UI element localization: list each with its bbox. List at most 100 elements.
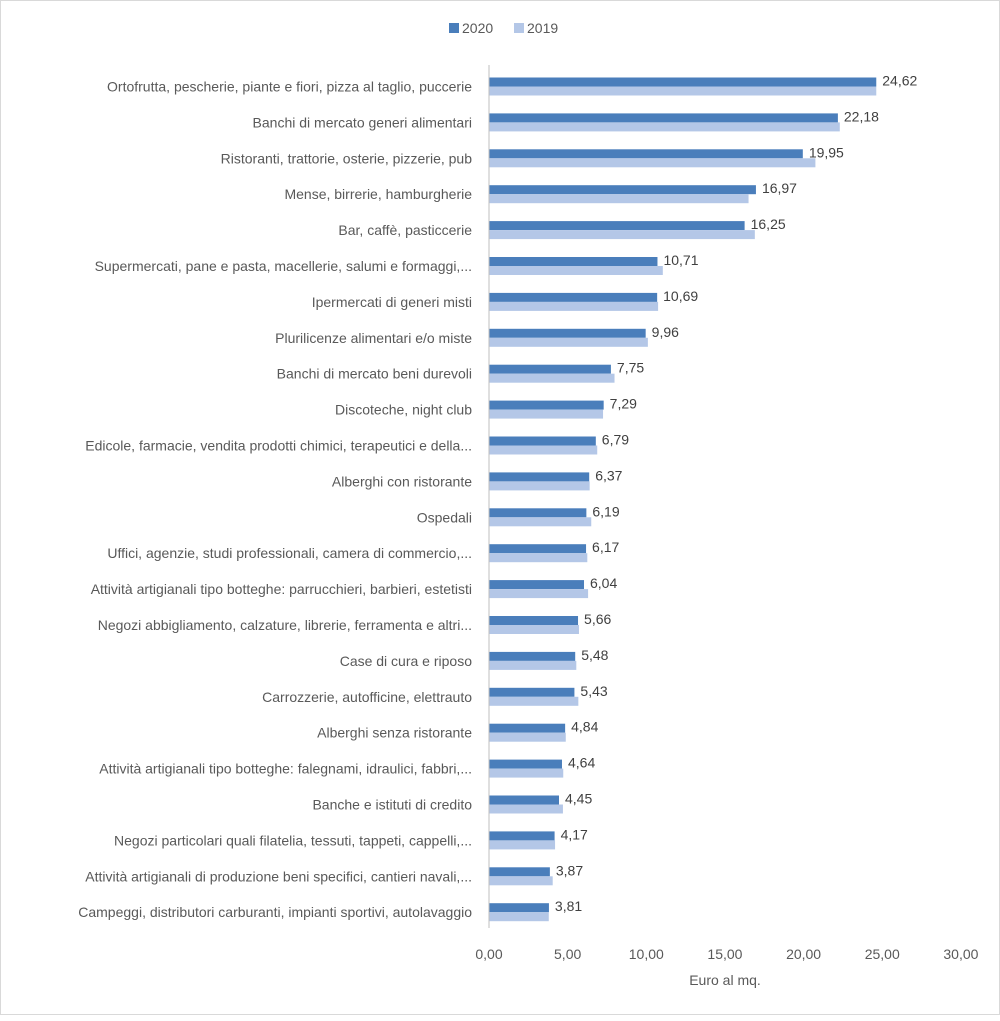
category-label: Bar, caffè, pasticcerie [338,222,472,238]
data-label-2020: 4,64 [568,755,595,771]
category-label: Alberghi con ristorante [332,473,472,489]
category-label: Attività artigianali di produzione beni … [85,868,472,884]
category-label: Banche e istituti di credito [312,797,472,813]
bar-2020 [489,580,585,590]
bar-2019 [489,840,556,850]
data-label-2020: 19,95 [809,144,844,160]
bar-2020 [489,113,838,123]
data-label-2020: 10,71 [663,252,698,268]
category-label: Case di cura e riposo [340,653,473,669]
data-label-2020: 9,96 [652,324,679,340]
category-label: Edicole, farmacie, vendita prodotti chim… [85,438,472,454]
category-label: Ristoranti, trattorie, osterie, pizzerie… [221,150,473,166]
x-tick-label: 25,00 [865,946,900,962]
bar-2020 [489,436,596,446]
category-label: Alberghi senza ristorante [317,725,472,741]
bar-2020 [489,149,803,159]
legend-swatch-2020 [449,23,459,33]
bar-2019 [489,768,564,778]
bar-2020 [489,508,587,518]
category-label: Ortofrutta, pescherie, piante e fiori, p… [107,79,472,95]
bar-2020 [489,544,587,554]
x-tick-label: 15,00 [707,946,742,962]
bar-2020 [489,867,550,877]
bar-2019 [489,373,615,383]
data-label-2020: 6,04 [590,575,617,591]
bar-2019 [489,553,588,563]
category-label: Banchi di mercato beni durevoli [277,366,472,382]
bar-2020 [489,328,646,338]
category-label: Carrozzerie, autofficine, elettrauto [262,689,472,705]
category-label: Attività artigianali tipo botteghe: parr… [91,581,472,597]
data-label-2020: 7,29 [610,396,637,412]
bar-2020 [489,795,559,805]
bar-2020 [489,723,566,733]
category-label: Supermercati, pane e pasta, macellerie, … [95,258,472,274]
bar-2019 [489,876,553,886]
bar-2019 [489,660,577,670]
data-label-2020: 16,97 [762,180,797,196]
bar-2020 [489,687,575,697]
data-label-2020: 3,87 [556,862,583,878]
legend: 2020 2019 [449,20,558,36]
x-tick-label: 10,00 [629,946,664,962]
x-tick-label: 20,00 [786,946,821,962]
category-label: Mense, birrerie, hamburgherie [284,186,472,202]
bar-2019 [489,409,604,419]
category-label: Uffici, agenzie, studi professionali, ca… [107,545,472,561]
bar-2019 [489,194,749,204]
bar-2019 [489,122,840,132]
bar-2020 [489,400,604,410]
data-label-2020: 16,25 [751,216,786,232]
data-label-2020: 6,79 [602,432,629,448]
data-label-2020: 10,69 [663,288,698,304]
category-label: Campeggi, distributori carburanti, impia… [78,904,472,920]
bar-2020 [489,616,579,625]
bar-2019 [489,912,549,922]
data-label-2020: 5,48 [581,647,608,663]
bar-2019 [489,158,816,168]
bar-2019 [489,696,579,706]
category-labels: Ortofrutta, pescherie, piante e fiori, p… [78,79,472,921]
bar-2019 [489,625,579,634]
bar-2020 [489,257,658,266]
category-label: Discoteche, night club [335,402,472,418]
legend-swatch-2019 [514,23,524,33]
category-label: Attività artigianali tipo botteghe: fale… [99,761,472,777]
category-label: Negozi abbigliamento, calzature, libreri… [98,617,472,633]
data-label-2020: 3,81 [555,898,582,914]
x-axis-ticks: 0,00 5,00 10,00 15,00 20,00 25,00 30,00 [475,946,978,962]
bar-2020 [489,221,745,231]
category-label: Ipermercati di generi misti [312,294,472,310]
bar-2019 [489,266,663,275]
bar-2020 [489,292,658,302]
data-label-2020: 5,66 [584,611,611,627]
data-label-2020: 6,17 [592,539,619,555]
data-label-2020: 6,19 [592,503,619,519]
bar-2020 [489,472,590,482]
bars [489,77,877,922]
bar-2020 [489,903,549,913]
category-label: Negozi particolari quali filatelia, tess… [114,832,472,848]
bar-2019 [489,230,755,240]
bar-2019 [489,301,659,311]
bar-2020 [489,831,555,841]
bar-2019 [489,804,563,814]
data-labels: 24,62 22,18 19,95 16,97 16,25 10,71 10,69 9,96 7… [555,73,918,915]
data-label-2020: 4,17 [561,826,588,842]
data-label-2020: 5,43 [580,683,607,699]
data-label-2020: 22,18 [844,108,879,124]
data-label-2020: 4,84 [571,719,598,735]
data-label-2020: 4,45 [565,791,592,807]
x-tick-label: 30,00 [943,946,978,962]
legend-label-2019: 2019 [527,20,558,36]
bar-2019 [489,337,648,347]
category-label: Plurilicenze alimentari e/o miste [275,330,472,346]
category-label: Ospedali [417,509,472,525]
data-label-2020: 6,37 [595,467,622,483]
bar-2019 [489,732,566,742]
bar-2020 [489,651,576,661]
bar-2019 [489,589,589,599]
bar-2019 [489,517,592,527]
